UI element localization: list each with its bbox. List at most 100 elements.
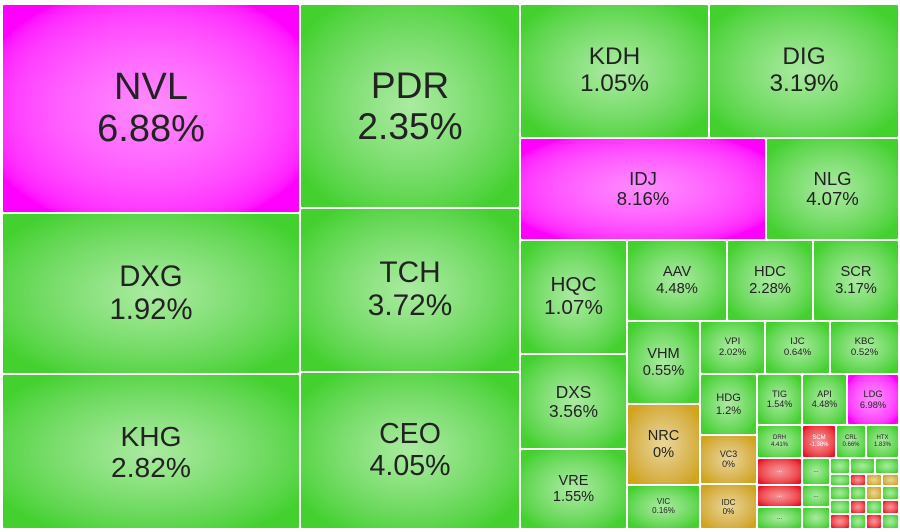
small-tile[interactable] (866, 474, 882, 486)
small-tile[interactable] (882, 500, 899, 514)
stock-tile[interactable]: AAV 4.48% (627, 240, 727, 321)
percent-change: 0.55% (642, 362, 685, 379)
stock-tile[interactable]: KBC 0.52% (830, 321, 899, 374)
percent-change: 2.35% (357, 105, 463, 147)
ticker: ... (813, 468, 819, 475)
stock-tile[interactable]: DXS 3.56% (520, 354, 627, 449)
stock-tile[interactable]: HQC 1.07% (520, 240, 627, 354)
stock-tile[interactable]: VC3 0% (700, 435, 757, 484)
stock-tile[interactable]: DIG 3.19% (709, 4, 899, 138)
small-tile[interactable] (866, 486, 882, 500)
small-tile[interactable] (850, 458, 875, 474)
percent-change: 1.92% (109, 293, 193, 326)
ticker: DXG (119, 261, 183, 294)
ticker: NVL (114, 65, 188, 108)
small-tile[interactable] (830, 500, 850, 514)
stock-tile[interactable]: VHM 0.55% (627, 321, 700, 404)
ticker: CRL (844, 434, 857, 441)
stock-tile[interactable]: NLG 4.07% (766, 138, 899, 240)
percent-change: 3.56% (549, 400, 598, 421)
stock-tile[interactable]: IDC 0% (700, 484, 757, 529)
stock-tile[interactable]: LDG 6.98% (847, 374, 899, 425)
small-tile[interactable] (882, 474, 899, 486)
ticker: VPI (724, 335, 741, 347)
percent-change: 3.17% (835, 280, 877, 297)
percent-change: 1.05% (579, 70, 650, 97)
ticker: IJC (790, 335, 805, 347)
stock-tile[interactable]: DRH 4.41% (757, 425, 802, 458)
stock-tile[interactable]: SCR 3.17% (813, 240, 899, 321)
stock-tile[interactable]: VRE 1.55% (520, 449, 627, 529)
ticker: AAV (662, 264, 692, 281)
percent-change: 0.16% (652, 506, 675, 515)
stock-tile[interactable]: ... (802, 485, 830, 507)
percent-change: 4.41% (770, 441, 788, 448)
ticker: VHM (647, 346, 680, 363)
small-tile[interactable] (850, 514, 866, 529)
stock-tile[interactable]: IJC 0.64% (765, 321, 830, 374)
ticker: ... (776, 514, 782, 521)
ticker: TCH (379, 256, 441, 290)
small-tile[interactable] (882, 514, 899, 529)
stock-tile[interactable]: NRC 0% (627, 404, 700, 485)
stock-tile[interactable]: NVL 6.88% (2, 4, 300, 213)
small-tile[interactable] (882, 486, 899, 500)
stock-tile[interactable]: DXG 1.92% (2, 213, 300, 374)
small-tile[interactable] (866, 500, 882, 514)
ticker: KBC (854, 335, 875, 347)
stock-tile[interactable]: PDR 2.35% (300, 4, 520, 208)
small-tile[interactable] (850, 474, 866, 486)
ticker: LDG (863, 389, 883, 400)
small-tile[interactable] (830, 458, 850, 474)
ticker: ... (813, 492, 819, 499)
small-tile[interactable] (830, 486, 850, 500)
stock-tile[interactable]: API 4.48% (802, 374, 847, 425)
ticker: HDG (716, 392, 741, 405)
stock-tile[interactable]: KDH 1.05% (520, 4, 709, 138)
stock-tile[interactable]: HDG 1.2% (700, 374, 757, 435)
stock-tile[interactable]: CRL 0.66% (836, 425, 866, 458)
stock-tile[interactable]: TCH 3.72% (300, 208, 520, 372)
ticker: VIC (656, 497, 671, 507)
percent-change: 4.05% (369, 449, 451, 482)
small-tile[interactable] (830, 474, 850, 486)
ticker: NRC (647, 428, 680, 445)
small-tile[interactable] (866, 514, 882, 529)
ticker: ... (776, 468, 782, 475)
stock-tile[interactable]: ... (757, 485, 802, 507)
stock-tile[interactable]: HTX 1.83% (866, 425, 899, 458)
ticker: HTX (876, 434, 889, 441)
stock-tile[interactable]: IDJ 8.16% (520, 138, 766, 240)
stock-tile[interactable]: ... (802, 458, 830, 485)
stock-tile[interactable]: CEO 4.05% (300, 372, 520, 529)
percent-change: 0.52% (850, 346, 879, 358)
ticker: ... (776, 492, 782, 499)
ticker: DIG (782, 43, 826, 71)
percent-change: 3.19% (769, 70, 839, 97)
ticker: VC3 (719, 448, 738, 459)
stock-tile[interactable]: SCM -1.38% (802, 425, 836, 458)
stock-tile[interactable]: VPI 2.02% (700, 321, 765, 374)
small-tile[interactable] (830, 514, 850, 529)
ticker: HQC (550, 273, 597, 297)
small-tile[interactable] (802, 507, 830, 529)
percent-change: 0.64% (783, 346, 812, 358)
percent-change: 0% (652, 444, 675, 461)
ticker: PDR (370, 64, 450, 107)
small-tile[interactable] (850, 500, 866, 514)
ticker: SCM (812, 434, 826, 441)
percent-change: 4.48% (656, 280, 698, 297)
ticker: KDH (588, 43, 641, 71)
stock-tile[interactable]: VIC 0.16% (627, 485, 700, 529)
stock-tile[interactable]: KHG 2.82% (2, 374, 300, 529)
percent-change: 6.88% (97, 107, 205, 150)
stock-tile[interactable]: ... (757, 507, 802, 529)
stock-tile[interactable]: ... (757, 458, 802, 485)
stock-tile[interactable]: HDC 2.28% (727, 240, 813, 321)
ticker: HDC (754, 264, 786, 281)
small-tile[interactable] (875, 458, 899, 474)
stock-tile[interactable]: TIG 1.54% (757, 374, 802, 425)
percent-change: 2.28% (749, 280, 791, 297)
small-tile[interactable] (850, 486, 866, 500)
percent-change: 3.72% (367, 289, 453, 322)
